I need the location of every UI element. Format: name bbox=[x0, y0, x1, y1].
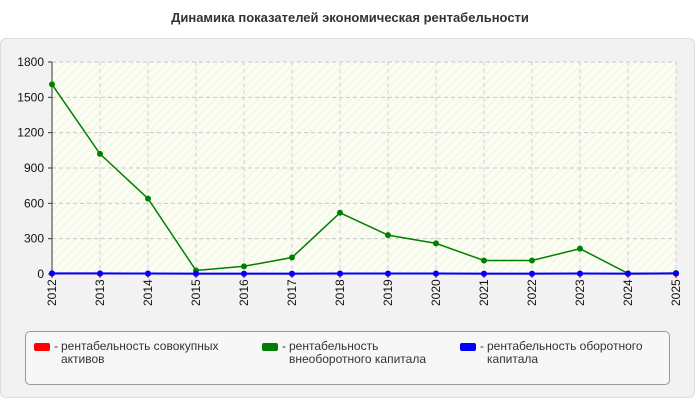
y-tick-label: 1200 bbox=[17, 126, 44, 140]
data-point bbox=[385, 270, 391, 277]
y-tick-label: 900 bbox=[24, 161, 44, 175]
data-point bbox=[49, 270, 55, 277]
data-point bbox=[193, 270, 199, 277]
legend-label: рентабельность оборотного капитала bbox=[487, 340, 643, 366]
x-tick-label: 2015 bbox=[189, 279, 203, 306]
data-point bbox=[289, 254, 295, 261]
y-tick-label: 300 bbox=[24, 232, 44, 246]
x-tick-label: 2017 bbox=[285, 279, 299, 306]
x-tick-label: 2024 bbox=[621, 279, 635, 306]
legend-dash: - bbox=[282, 339, 286, 353]
data-point bbox=[529, 270, 535, 277]
data-point bbox=[337, 209, 343, 216]
data-point bbox=[529, 257, 535, 264]
x-tick-label: 2014 bbox=[141, 279, 155, 306]
x-tick-label: 2018 bbox=[333, 279, 347, 306]
y-tick-label: 600 bbox=[24, 196, 44, 210]
y-tick-label: 1500 bbox=[17, 90, 44, 104]
legend-label: рентабельность совокупных активов bbox=[61, 340, 219, 366]
legend-swatch bbox=[34, 343, 50, 351]
series-line bbox=[51, 83, 677, 275]
y-tick-label: 1800 bbox=[17, 55, 44, 69]
x-tick-label: 2020 bbox=[429, 279, 443, 306]
data-point bbox=[577, 270, 583, 277]
series-3 bbox=[49, 270, 679, 277]
data-point bbox=[433, 270, 439, 277]
legend-swatch bbox=[460, 343, 476, 351]
x-tick-label: 2016 bbox=[237, 279, 251, 306]
legend-label-line: активов bbox=[61, 352, 105, 366]
data-point bbox=[241, 270, 247, 277]
legend-label: рентабельность внеоборотного капитала bbox=[289, 340, 426, 366]
data-point bbox=[49, 81, 55, 88]
data-point bbox=[577, 245, 583, 252]
data-point bbox=[145, 195, 151, 202]
data-point bbox=[625, 270, 631, 277]
legend-label-line: рентабельность bbox=[289, 339, 379, 353]
data-point bbox=[481, 270, 487, 277]
x-tick-label: 2025 bbox=[669, 279, 683, 306]
legend: - рентабельность совокупных активов - ре… bbox=[25, 331, 670, 385]
data-point bbox=[97, 150, 103, 157]
legend-label-line: рентабельность совокупных bbox=[61, 339, 219, 353]
legend-label-line: внеоборотного капитала bbox=[289, 352, 426, 366]
x-tick-label: 2013 bbox=[93, 279, 107, 306]
legend-dash: - bbox=[54, 339, 58, 353]
data-point bbox=[145, 270, 151, 277]
legend-label-line: капитала bbox=[487, 352, 539, 366]
legend-swatch bbox=[262, 343, 278, 351]
legend-item-noncurrent-capital: - рентабельность внеоборотного капитала bbox=[262, 340, 462, 366]
data-point bbox=[337, 270, 343, 277]
x-tick-label: 2019 bbox=[381, 279, 395, 306]
x-tick-label: 2022 bbox=[525, 279, 539, 306]
data-point bbox=[433, 240, 439, 247]
data-point bbox=[385, 232, 391, 239]
legend-item-total-assets: - рентабельность совокупных активов bbox=[34, 340, 244, 366]
legend-dash: - bbox=[480, 339, 484, 353]
legend-label-line: рентабельность оборотного bbox=[487, 339, 643, 353]
legend-item-working-capital: - рентабельность оборотного капитала bbox=[460, 340, 665, 366]
data-point bbox=[241, 263, 247, 270]
data-point bbox=[481, 257, 487, 264]
x-tick-label: 2012 bbox=[45, 279, 59, 306]
chart-title: Динамика показателей экономическая рента… bbox=[171, 10, 529, 25]
x-tick-label: 2023 bbox=[573, 279, 587, 306]
x-tick-label: 2021 bbox=[477, 279, 491, 306]
data-point bbox=[97, 270, 103, 277]
data-point bbox=[673, 270, 679, 277]
data-point bbox=[289, 270, 295, 277]
y-tick-label: 0 bbox=[37, 267, 44, 281]
